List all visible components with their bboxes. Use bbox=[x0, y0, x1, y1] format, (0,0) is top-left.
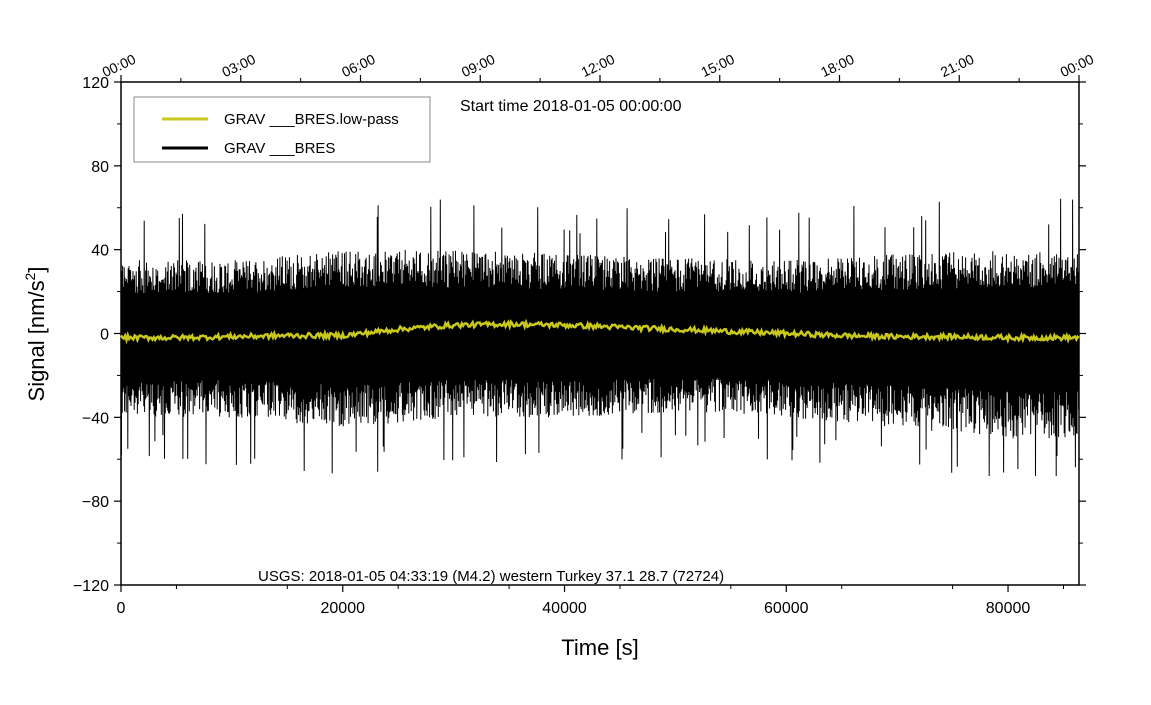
x-axis-title: Time [s] bbox=[561, 635, 638, 660]
y-tick-label: −40 bbox=[82, 410, 109, 427]
y-axis-title-close: ] bbox=[24, 267, 49, 273]
top-tick-label: 21:00 bbox=[938, 51, 977, 80]
legend-box bbox=[133, 96, 431, 163]
top-time-axis: 00:00 03:00 06:00 09:00 12:00 15:00 18:00 21:00… bbox=[100, 51, 1097, 82]
chart-title: Start time 2018-01-05 00:00:00 bbox=[460, 98, 682, 115]
y-tick-label: −120 bbox=[73, 578, 109, 595]
y-tick-label: 80 bbox=[91, 159, 109, 176]
x-axis: 0 20000 40000 60000 80000 bbox=[117, 585, 1064, 617]
event-annotation: USGS: 2018-01-05 04:33:19 (M4.2) western… bbox=[258, 568, 724, 585]
y-axis-title-sup: 2 bbox=[22, 272, 38, 280]
y-tick-label: −80 bbox=[82, 494, 109, 511]
x-tick-label: 80000 bbox=[986, 600, 1031, 617]
legend: GRAV ___BRES.low-pass GRAV ___BRES bbox=[133, 96, 431, 163]
top-tick-label: 06:00 bbox=[339, 51, 378, 80]
low-pass-signal-line bbox=[119, 318, 1080, 345]
top-tick-label: 18:00 bbox=[818, 51, 857, 80]
top-tick-label: 12:00 bbox=[579, 51, 618, 80]
x-tick-label: 20000 bbox=[321, 600, 366, 617]
top-tick-label: 03:00 bbox=[219, 51, 258, 80]
top-tick-label: 00:00 bbox=[1058, 51, 1097, 80]
y-tick-label: 40 bbox=[91, 243, 109, 260]
series-grav-bres-low-pass bbox=[119, 318, 1080, 345]
legend-label-low-pass: GRAV ___BRES.low-pass bbox=[224, 111, 399, 128]
series-grav-bres bbox=[120, 198, 1080, 477]
y-axis: −120 −80 −40 0 40 80 120 bbox=[73, 75, 1086, 595]
x-tick-label: 0 bbox=[117, 600, 126, 617]
top-tick-label: 09:00 bbox=[459, 51, 498, 80]
y-axis-title: Signal [nm/s2] bbox=[22, 267, 49, 402]
x-tick-label: 40000 bbox=[542, 600, 587, 617]
x-tick-label: 60000 bbox=[764, 600, 809, 617]
raw-signal-line bbox=[120, 198, 1080, 477]
y-tick-label: 0 bbox=[100, 327, 109, 344]
y-tick-label: 120 bbox=[82, 75, 109, 92]
y-axis-title-main: Signal [nm/s bbox=[24, 280, 49, 401]
top-tick-label: 00:00 bbox=[100, 51, 139, 80]
legend-label-raw: GRAV ___BRES bbox=[224, 140, 335, 157]
top-tick-label: 15:00 bbox=[698, 51, 737, 80]
